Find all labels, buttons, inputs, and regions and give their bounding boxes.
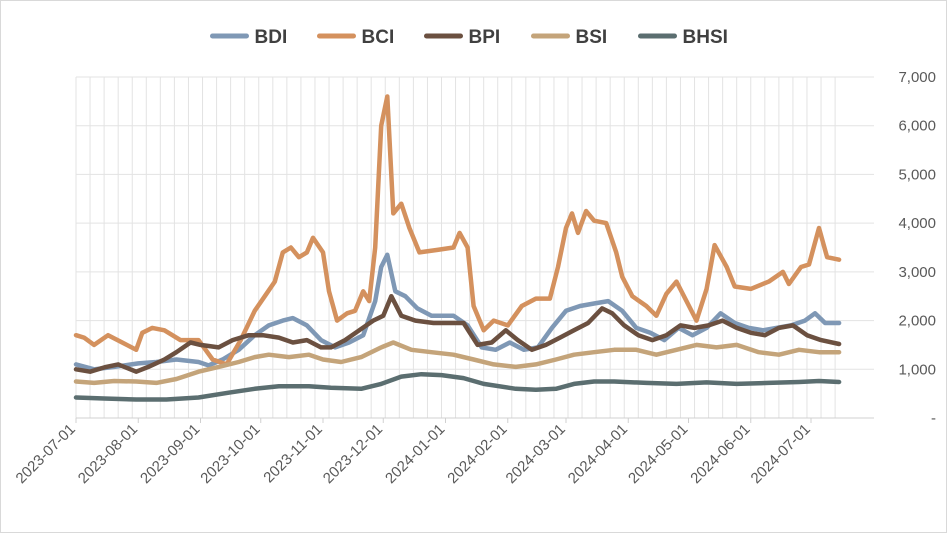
y-tick-label: 7,000	[898, 69, 936, 86]
y-tick-label: 1,000	[898, 361, 936, 378]
x-tick-label: 2023-09-01	[137, 421, 203, 487]
legend-label: BSI	[576, 27, 608, 48]
x-tick-label: 2024-01-01	[382, 421, 448, 487]
x-tick-label: 2023-10-01	[197, 421, 263, 487]
series-line-bpi	[73, 293, 842, 374]
series-line-bsi	[73, 340, 842, 386]
legend-item-bhsi: BHSI	[638, 27, 728, 48]
y-tick-label: 2,000	[898, 313, 936, 330]
x-tick-label: 2024-02-01	[444, 421, 510, 487]
x-tick-label: 2024-07-01	[748, 421, 814, 487]
legend-item-bsi: BSI	[531, 27, 608, 48]
series-line-bhsi	[73, 371, 842, 402]
legend-label: BCI	[362, 27, 395, 48]
y-tick-label: 6,000	[898, 118, 936, 135]
grid-layer	[75, 76, 874, 419]
legend: BDI BCI BPI BSI BHSI	[210, 27, 728, 48]
x-tick-label: 2024-05-01	[625, 421, 691, 487]
x-tick-label: 2024-03-01	[503, 421, 569, 487]
legend-item-bci: BCI	[317, 27, 395, 48]
y-tick-label: 3,000	[898, 264, 936, 281]
x-tick-label: 2023-08-01	[75, 421, 141, 487]
axis-layer: - 1,000 2,000 3,000 4,000 5,000 6,000 7,000 2023…	[13, 69, 936, 487]
x-tick-label: 2024-06-01	[687, 421, 753, 487]
series-line-bci	[73, 94, 842, 367]
x-tick-label: 2023-12-01	[320, 421, 386, 487]
legend-item-bdi: BDI	[210, 27, 288, 48]
legend-label: BHSI	[683, 27, 728, 48]
legend-label: BDI	[255, 27, 288, 48]
y-tick-label: 4,000	[898, 215, 936, 232]
legend-label: BPI	[469, 27, 501, 48]
series-layer	[73, 94, 842, 402]
legend-item-bpi: BPI	[424, 27, 501, 48]
y-tick-label: -	[931, 410, 936, 427]
x-tick-label: 2024-04-01	[565, 421, 631, 487]
y-tick-label: 5,000	[898, 166, 936, 183]
x-tick-label: 2023-11-01	[260, 421, 325, 486]
x-tick-label: 2023-07-01	[13, 421, 79, 487]
